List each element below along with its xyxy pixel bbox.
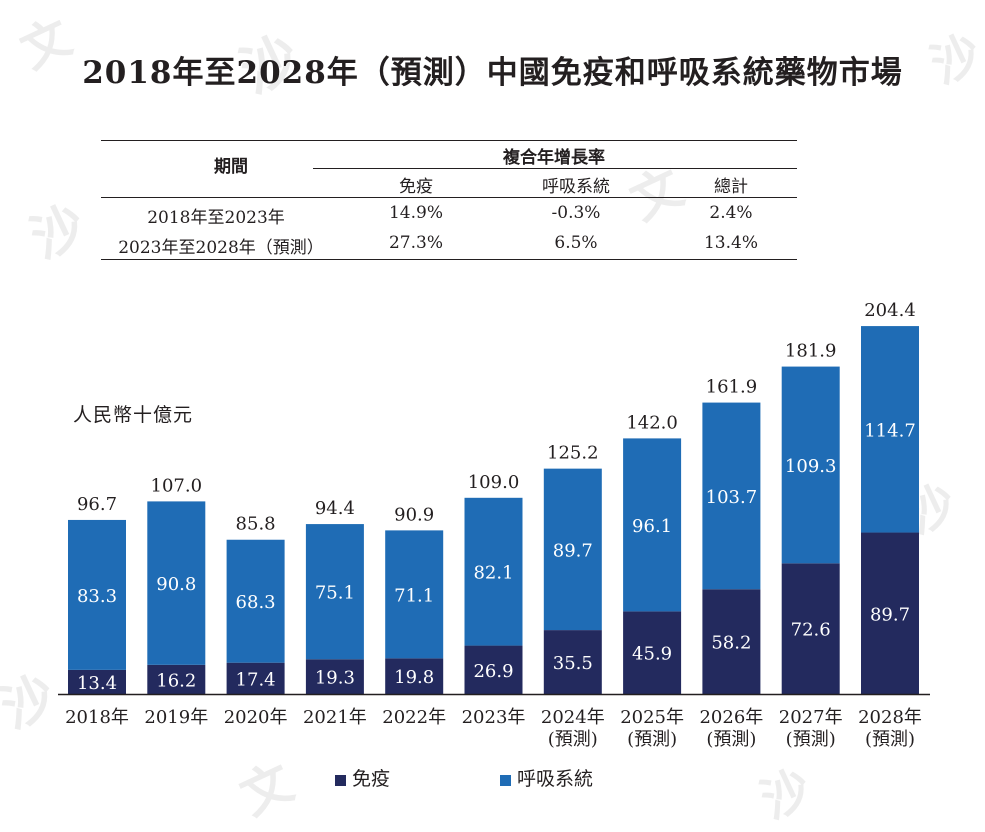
bar-segment-respiratory (861, 326, 919, 533)
data-label-total: 90.9 (394, 504, 434, 525)
legend-swatch-respiratory (500, 774, 511, 786)
data-label-immune: 19.8 (394, 667, 434, 688)
bar-segment-immune (543, 630, 602, 694)
bar-segment-respiratory (385, 530, 444, 659)
row-value: 13.4% (703, 233, 758, 253)
data-label-respiratory: 90.8 (156, 574, 196, 595)
data-label-immune: 13.4 (77, 673, 117, 694)
row-value: -0.3% (551, 203, 601, 223)
data-label-total: 181.9 (785, 341, 837, 362)
table-top-rule (101, 140, 797, 141)
bar-segment-respiratory (781, 366, 840, 564)
bar-segment-respiratory (543, 468, 602, 631)
data-label-respiratory: 83.3 (77, 586, 117, 607)
row-value: 14.9% (388, 203, 443, 223)
legend-swatch-immune (335, 774, 346, 786)
data-label-respiratory: 75.1 (315, 583, 355, 604)
x-tick-label: 2020年 (224, 707, 288, 728)
x-tick-label: 2027年 (779, 707, 843, 728)
data-label-immune: 58.2 (711, 633, 751, 654)
data-label-immune: 19.3 (315, 668, 355, 689)
header-rule (101, 197, 797, 198)
row-period: 2018年至2023年 (147, 208, 285, 228)
cagr-group-header: 複合年增長率 (503, 148, 605, 168)
x-tick-label: 2024年 (541, 707, 605, 728)
legend-label-immune: 免疫 (352, 768, 391, 790)
bar-segment-immune (861, 532, 919, 694)
x-tick-label: 2019年 (144, 707, 208, 728)
table-bottom-rule (101, 259, 797, 260)
x-tick-label: (預測) (786, 729, 836, 750)
bar-segment-respiratory (702, 402, 761, 590)
legend-item-immune: 免疫 (335, 764, 390, 791)
row-period: 2023年至2028年（預測） (118, 238, 324, 258)
data-label-total: 142.0 (626, 412, 678, 433)
data-label-immune: 35.5 (553, 653, 593, 674)
x-tick-label: 2026年 (699, 707, 763, 728)
x-tick-label: (預測) (548, 729, 598, 750)
data-label-immune: 26.9 (473, 661, 513, 682)
column-header-respiratory: 呼吸系統 (542, 177, 610, 197)
data-label-respiratory: 82.1 (473, 563, 513, 584)
data-label-immune: 72.6 (791, 620, 831, 641)
x-tick-label: 2018年 (65, 707, 129, 728)
bar-segment-immune (147, 664, 206, 694)
bar-segment-immune (623, 611, 682, 694)
data-label-total: 96.7 (77, 494, 117, 515)
bar-segment-respiratory (305, 524, 364, 660)
data-label-respiratory: 89.7 (553, 540, 593, 561)
bar-segment-immune (68, 669, 126, 694)
x-tick-label: 2028年 (858, 707, 922, 728)
data-label-total: 125.2 (547, 443, 599, 464)
bar-segment-respiratory (464, 497, 523, 646)
bar-segment-respiratory (147, 501, 206, 665)
data-label-respiratory: 114.7 (864, 420, 916, 441)
x-tick-label: (預測) (865, 729, 915, 750)
x-tick-label: 2021年 (303, 707, 367, 728)
period-header: 期間 (214, 157, 248, 177)
data-label-respiratory: 96.1 (632, 516, 672, 537)
bar-segment-respiratory (226, 539, 285, 663)
row-value: 2.4% (709, 203, 753, 223)
data-label-total: 107.0 (151, 475, 203, 496)
group-header-rule (313, 168, 797, 169)
bar-segment-immune (781, 563, 840, 694)
bar-segment-immune (464, 645, 523, 694)
data-label-total: 94.4 (315, 498, 355, 519)
page-title: 2018年至2028年（預測）中國免疫和呼吸系統藥物市場 (82, 55, 903, 91)
data-label-total: 204.4 (864, 300, 916, 321)
data-label-total: 109.0 (468, 472, 520, 493)
bar-segment-immune (702, 589, 761, 694)
data-label-immune: 17.4 (236, 669, 276, 690)
data-label-immune: 16.2 (156, 670, 196, 691)
data-label-respiratory: 71.1 (394, 585, 434, 606)
bar-segment-immune (385, 658, 444, 694)
row-value: 6.5% (554, 233, 598, 253)
data-label-respiratory: 103.7 (706, 487, 758, 508)
data-label-immune: 89.7 (870, 604, 910, 625)
row-value: 27.3% (388, 233, 443, 253)
column-header-immune: 免疫 (399, 177, 433, 197)
column-header-total: 總計 (714, 177, 748, 197)
bar-segment-immune (305, 659, 364, 694)
x-tick-label: 2022年 (382, 707, 446, 728)
data-label-immune: 45.9 (632, 644, 672, 665)
bar-segment-immune (226, 662, 285, 694)
x-tick-label: 2025年 (620, 707, 684, 728)
data-label-respiratory: 68.3 (236, 592, 276, 613)
data-label-total: 161.9 (706, 377, 758, 398)
legend-label-respiratory: 呼吸系統 (517, 768, 594, 790)
data-label-respiratory: 109.3 (785, 456, 837, 477)
x-tick-label: (預測) (627, 729, 677, 750)
y-axis-unit-label: 人民幣十億元 (73, 404, 194, 426)
legend-item-respiratory: 呼吸系統 (500, 764, 593, 791)
bar-segment-respiratory (623, 438, 682, 612)
data-label-total: 85.8 (236, 514, 276, 535)
x-tick-label: (預測) (706, 729, 756, 750)
x-tick-label: 2023年 (462, 707, 526, 728)
bar-segment-respiratory (68, 519, 126, 670)
